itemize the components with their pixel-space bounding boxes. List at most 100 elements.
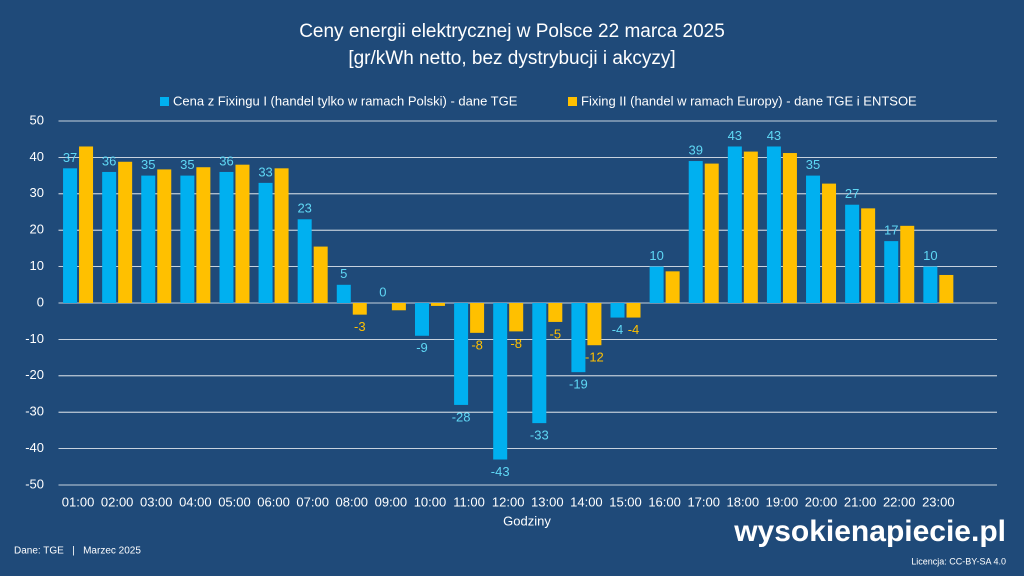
bar xyxy=(845,204,860,303)
x-tick-label: 18:00 xyxy=(727,494,760,509)
legend-label: Fixing II (handel w ramach Europy) - dan… xyxy=(581,93,917,108)
data-label: -3 xyxy=(354,319,366,334)
bar xyxy=(391,303,406,311)
y-tick-label: 40 xyxy=(30,149,44,164)
y-tick-label: -40 xyxy=(25,440,44,455)
x-tick-label: 03:00 xyxy=(140,494,173,509)
x-tick-label: 01:00 xyxy=(62,494,95,509)
data-label: 0 xyxy=(379,284,386,299)
data-label: 35 xyxy=(141,157,155,172)
data-label: -28 xyxy=(452,409,471,424)
bar xyxy=(118,161,133,303)
data-label: 10 xyxy=(923,248,937,263)
bar xyxy=(704,163,719,303)
x-tick-label: 13:00 xyxy=(531,494,564,509)
bar xyxy=(79,146,94,303)
x-tick-label: 05:00 xyxy=(218,494,251,509)
bar xyxy=(649,266,664,303)
y-tick-label: -20 xyxy=(25,367,44,382)
x-tick-label: 02:00 xyxy=(101,494,134,509)
x-tick-label: 23:00 xyxy=(922,494,955,509)
y-tick-label: 20 xyxy=(30,222,44,237)
data-label: 43 xyxy=(728,128,742,143)
bar xyxy=(782,153,797,303)
y-tick-label: 0 xyxy=(37,294,44,309)
bar xyxy=(727,146,742,303)
bar xyxy=(587,303,602,346)
bar xyxy=(806,175,821,303)
bar xyxy=(313,246,328,303)
data-label: -8 xyxy=(471,337,483,352)
bar xyxy=(626,303,641,318)
x-tick-label: 08:00 xyxy=(336,494,369,509)
bar xyxy=(900,225,915,303)
bar xyxy=(258,182,273,303)
data-label: 27 xyxy=(845,186,859,201)
bar xyxy=(141,175,156,303)
data-label: 35 xyxy=(806,157,820,172)
x-tick-label: 22:00 xyxy=(883,494,916,509)
bar xyxy=(470,303,485,333)
bar xyxy=(102,171,117,303)
x-tick-label: 19:00 xyxy=(766,494,799,509)
x-tick-label: 04:00 xyxy=(179,494,212,509)
legend-label: Cena z Fixingu I (handel tylko w ramach … xyxy=(173,93,518,108)
x-tick-label: 20:00 xyxy=(805,494,838,509)
bar xyxy=(336,284,351,303)
data-label: 37 xyxy=(63,150,77,165)
bar xyxy=(180,175,195,303)
y-tick-label: 50 xyxy=(30,112,44,127)
x-tick-label: 06:00 xyxy=(257,494,290,509)
data-label: 43 xyxy=(767,128,781,143)
bar xyxy=(571,303,586,373)
legend-swatch xyxy=(568,97,577,106)
bar xyxy=(884,241,899,303)
bar xyxy=(548,303,563,322)
x-tick-label: 11:00 xyxy=(453,494,485,509)
bar xyxy=(766,146,781,303)
bar xyxy=(509,303,524,332)
y-tick-label: -50 xyxy=(25,476,44,491)
data-label: 5 xyxy=(340,266,347,281)
brand: wysokienapiecie.pl xyxy=(733,515,1006,548)
data-label: -43 xyxy=(491,464,510,479)
x-tick-label: 15:00 xyxy=(609,494,642,509)
data-label: -5 xyxy=(550,326,562,341)
bar xyxy=(414,303,429,336)
x-tick-label: 07:00 xyxy=(296,494,329,509)
bar xyxy=(196,167,211,303)
bar xyxy=(688,161,703,303)
bar xyxy=(157,169,172,303)
bar xyxy=(352,303,367,315)
bar xyxy=(219,171,234,303)
data-label: 23 xyxy=(297,201,311,216)
data-label: -9 xyxy=(416,340,428,355)
bar xyxy=(297,219,312,303)
bar xyxy=(665,271,680,303)
bar xyxy=(939,274,954,303)
x-tick-label: 12:00 xyxy=(492,494,525,509)
data-label: -12 xyxy=(585,350,604,365)
data-label: 17 xyxy=(884,223,898,238)
bar xyxy=(235,164,250,303)
data-label: 39 xyxy=(688,142,702,157)
chart-subtitle: [gr/kWh netto, bez dystrybucji i akcyzy] xyxy=(348,48,675,69)
bar xyxy=(63,168,78,303)
data-label: -4 xyxy=(628,322,640,337)
source: Dane: TGE | Marzec 2025 xyxy=(14,546,141,557)
license: Licencja: CC-BY-SA 4.0 xyxy=(911,556,1006,566)
chart-title: Ceny energii elektrycznej w Polsce 22 ma… xyxy=(299,21,725,42)
bar xyxy=(274,168,289,303)
bar xyxy=(430,303,445,306)
x-tick-label: 09:00 xyxy=(375,494,408,509)
y-tick-label: -30 xyxy=(25,404,44,419)
data-label: 10 xyxy=(649,248,663,263)
x-tick-label: 10:00 xyxy=(414,494,447,509)
bar xyxy=(743,151,758,303)
bar xyxy=(532,303,547,424)
bar xyxy=(610,303,625,318)
bar xyxy=(454,303,469,405)
legend-swatch xyxy=(160,97,169,106)
data-label: -19 xyxy=(569,377,588,392)
